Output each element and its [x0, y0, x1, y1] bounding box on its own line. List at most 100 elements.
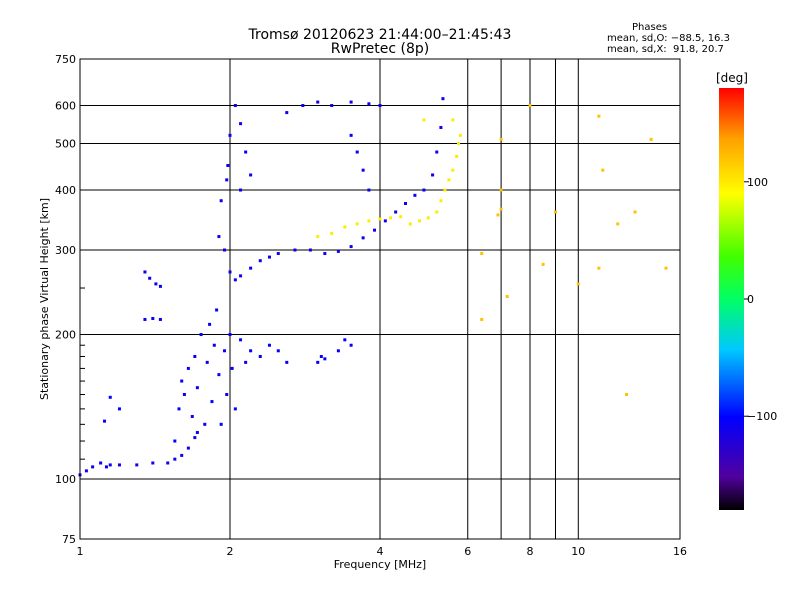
phases-title: Phases: [632, 22, 668, 33]
data-point: [166, 461, 170, 465]
data-point: [228, 333, 232, 337]
data-point: [367, 219, 371, 223]
data-point: [323, 252, 327, 256]
data-point: [182, 393, 186, 397]
data-point: [528, 104, 532, 108]
data-point: [349, 133, 353, 137]
data-point: [480, 252, 484, 256]
data-point: [135, 463, 139, 467]
data-point: [349, 343, 353, 347]
data-point: [499, 207, 503, 211]
data-point: [215, 308, 219, 312]
y-tick-label: 300: [55, 244, 76, 257]
data-point: [108, 395, 112, 399]
data-point: [223, 248, 227, 252]
data-point: [361, 168, 365, 172]
data-point: [217, 373, 221, 377]
data-point: [148, 276, 152, 280]
data-point: [151, 461, 155, 465]
data-point: [190, 414, 194, 418]
data-point: [217, 235, 221, 239]
data-point: [158, 317, 162, 321]
x-tick-label: 4: [377, 545, 384, 558]
data-point: [180, 379, 184, 383]
data-point: [143, 270, 147, 274]
data-point: [499, 137, 503, 141]
data-point: [458, 133, 462, 137]
chart-subtitle: RwPretec (8p): [330, 41, 430, 57]
data-point: [367, 188, 371, 192]
data-point: [457, 142, 461, 146]
data-point: [349, 100, 353, 104]
data-point: [343, 225, 347, 229]
data-point: [104, 465, 108, 469]
data-point: [441, 97, 445, 101]
y-axis-label: Stationary phase Virtual Height [km]: [38, 198, 51, 400]
data-point: [285, 360, 289, 364]
data-point: [455, 154, 459, 158]
data-point: [258, 354, 262, 358]
data-point: [239, 122, 243, 126]
data-point: [267, 255, 271, 259]
data-point: [219, 422, 223, 426]
data-point: [499, 188, 503, 192]
data-point: [378, 104, 382, 108]
data-point: [319, 354, 323, 358]
data-point: [267, 343, 271, 347]
data-point: [177, 407, 181, 411]
data-point: [378, 217, 382, 221]
data-point: [553, 210, 557, 214]
data-point: [408, 222, 412, 226]
data-point: [435, 210, 439, 214]
data-point: [239, 338, 243, 342]
data-point: [143, 317, 147, 321]
data-point: [301, 104, 305, 108]
data-point: [308, 248, 312, 252]
x-tick-label: 16: [673, 545, 687, 558]
data-point: [336, 249, 340, 253]
data-point: [336, 349, 340, 353]
data-point: [316, 235, 320, 239]
data-point: [173, 439, 177, 443]
phases-o-line: mean, sd,O: −88.5, 16.3: [607, 33, 730, 44]
colorbar-label: [deg]: [716, 71, 748, 85]
x-axis-ticks: 1 2 4 6 8 10 16: [77, 545, 688, 558]
data-point: [193, 436, 197, 440]
data-point: [233, 407, 237, 411]
data-point: [480, 317, 484, 321]
data-point: [505, 295, 509, 299]
data-point: [233, 104, 237, 108]
data-point: [451, 168, 455, 172]
data-point: [226, 163, 230, 167]
colorbar-tick-label: −100: [747, 410, 777, 423]
data-point: [195, 431, 199, 435]
y-tick-label: 75: [62, 533, 76, 546]
data-point: [649, 137, 653, 141]
data-point: [597, 266, 601, 270]
y-tick-label: 600: [55, 100, 76, 113]
data-point: [413, 193, 417, 197]
data-point: [186, 446, 190, 450]
data-point: [664, 266, 668, 270]
data-point: [99, 461, 103, 465]
data-point: [285, 111, 289, 115]
data-point: [249, 266, 253, 270]
data-point: [417, 219, 421, 223]
data-point: [103, 419, 107, 423]
data-point: [193, 354, 197, 358]
data-point: [228, 270, 232, 274]
data-point: [355, 150, 359, 154]
data-point: [355, 222, 359, 226]
data-point: [108, 463, 112, 467]
colorbar-tick-label: 100: [747, 176, 768, 189]
colorbar-ticks: 100 0 −100: [744, 176, 777, 423]
data-point: [203, 422, 207, 426]
data-point: [244, 360, 248, 364]
data-point: [210, 400, 214, 404]
y-tick-label: 750: [55, 53, 76, 66]
data-point: [117, 407, 121, 411]
data-point: [349, 245, 353, 249]
data-point: [293, 248, 297, 252]
data-point: [443, 188, 447, 192]
